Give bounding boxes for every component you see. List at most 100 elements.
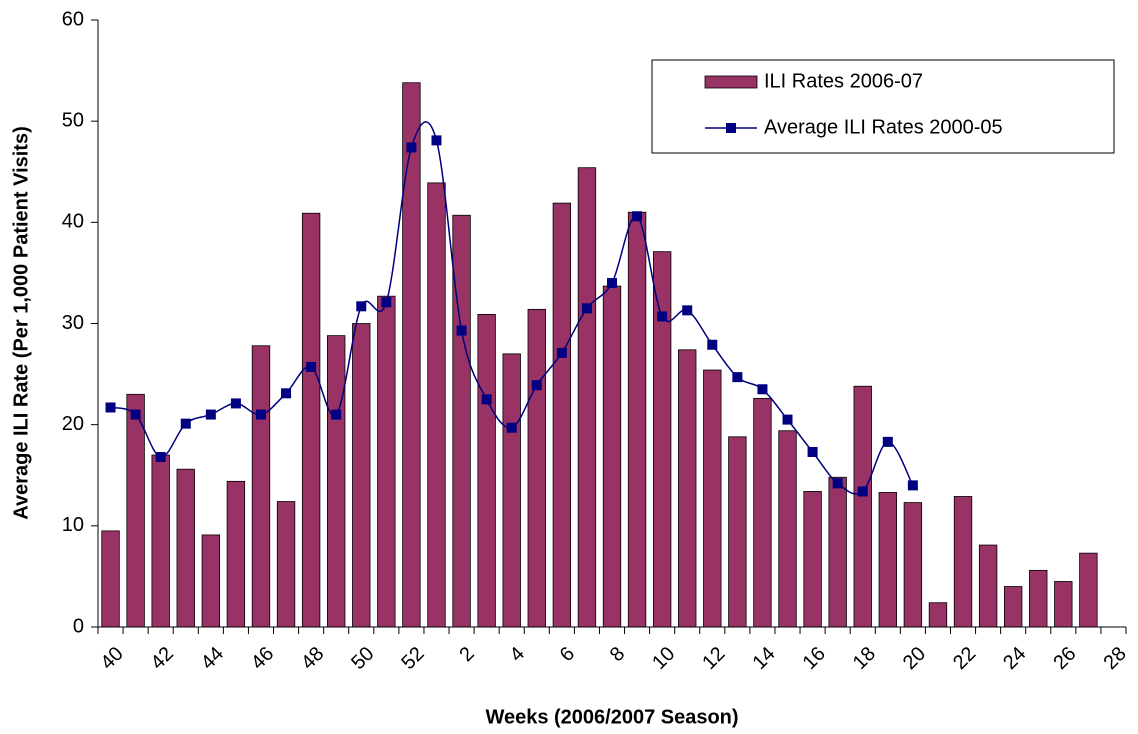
bar (577, 167, 597, 628)
bar (853, 385, 872, 628)
x-axis-title: Weeks (2006/2007 Season) (485, 706, 738, 728)
bar (1003, 586, 1023, 628)
line-marker (406, 142, 417, 153)
x-tick-label: 40 (97, 643, 128, 674)
line-marker (431, 135, 442, 146)
bar (803, 491, 822, 628)
bar (201, 534, 221, 628)
x-tick-label: 42 (147, 643, 178, 674)
line-marker (857, 486, 868, 497)
x-tick-label: 28 (1099, 643, 1130, 674)
bar (176, 468, 195, 628)
bar (652, 251, 672, 628)
line-marker (180, 418, 191, 429)
line-marker (506, 422, 517, 433)
line-marker (832, 478, 843, 489)
bar (251, 345, 271, 628)
bar (878, 492, 897, 628)
y-tick-label: 50 (62, 109, 84, 131)
line-marker (607, 278, 617, 289)
x-tick-label: 44 (197, 643, 228, 674)
bar (978, 544, 998, 628)
y-tick-label: 10 (62, 514, 84, 536)
legend-box (651, 59, 1115, 154)
y-tick-label: 30 (62, 312, 84, 334)
x-tick-label: 4 (506, 643, 529, 666)
x-tick-label: 50 (347, 643, 378, 674)
bar (828, 476, 847, 628)
x-tick-label: 6 (556, 643, 579, 666)
bar (703, 369, 722, 628)
x-tick-label: 16 (799, 643, 830, 674)
line-marker (481, 394, 492, 405)
x-tick-label: 20 (899, 643, 930, 674)
line-marker (255, 409, 266, 420)
x-tick-label: 22 (949, 643, 980, 674)
bar (452, 214, 471, 628)
bar (377, 295, 396, 628)
y-axis-title: Average ILI Rate (Per 1,000 Patient Visi… (10, 126, 32, 520)
bar (402, 82, 421, 628)
x-tick-label: 18 (849, 643, 880, 674)
bar (903, 502, 923, 628)
bar (728, 436, 747, 628)
bar (477, 313, 496, 628)
line-marker (105, 402, 116, 413)
x-tick-label: 26 (1049, 643, 1080, 674)
bar (627, 211, 647, 628)
line-marker (356, 301, 367, 312)
x-tick-label: 2 (455, 643, 478, 666)
bar (101, 530, 120, 628)
legend-label: ILI Rates 2006-07 (764, 70, 923, 92)
bar (953, 496, 973, 628)
bar (1054, 581, 1073, 628)
x-tick-label: 24 (999, 643, 1030, 674)
x-tick-label: 12 (698, 643, 729, 674)
x-tick-label: 8 (606, 643, 629, 666)
line (110, 121, 914, 495)
x-tick-label: 48 (297, 643, 328, 674)
bar (552, 202, 572, 628)
line-marker (782, 414, 793, 425)
x-tick-label: 14 (748, 643, 779, 674)
line-marker (757, 384, 768, 395)
line-marker (130, 409, 141, 420)
line-marker (531, 380, 542, 391)
bar (928, 602, 948, 628)
line-marker (456, 325, 467, 336)
bar (778, 430, 797, 628)
y-tick-label: 60 (62, 8, 84, 30)
line-marker (155, 452, 166, 463)
legend-swatch (704, 75, 758, 89)
bar (1029, 569, 1048, 628)
line-marker (281, 388, 292, 399)
line-marker (230, 398, 241, 409)
x-tick-label: 46 (247, 643, 278, 674)
line-marker (331, 409, 342, 420)
bar (352, 323, 371, 628)
x-tick-label: 52 (397, 643, 428, 674)
y-tick-label: 20 (62, 413, 84, 435)
line-marker (556, 347, 567, 358)
bar (602, 285, 622, 628)
line-marker (381, 297, 392, 308)
line-marker (581, 303, 592, 314)
line-marker (732, 372, 743, 383)
line-marker (882, 436, 893, 447)
bar (327, 335, 346, 628)
bar (151, 454, 170, 628)
bar (427, 182, 446, 628)
legend-label: Average ILI Rates 2000-05 (764, 116, 1003, 138)
bar (753, 397, 772, 628)
line-marker (205, 409, 216, 420)
line-marker (682, 305, 693, 316)
line-marker (707, 339, 718, 350)
bar (502, 353, 521, 628)
x-tick-label: 10 (648, 643, 679, 674)
y-tick-label: 0 (73, 615, 84, 637)
bar (1079, 552, 1098, 628)
bar (678, 349, 697, 628)
bar (126, 393, 145, 628)
line-marker (807, 446, 818, 457)
